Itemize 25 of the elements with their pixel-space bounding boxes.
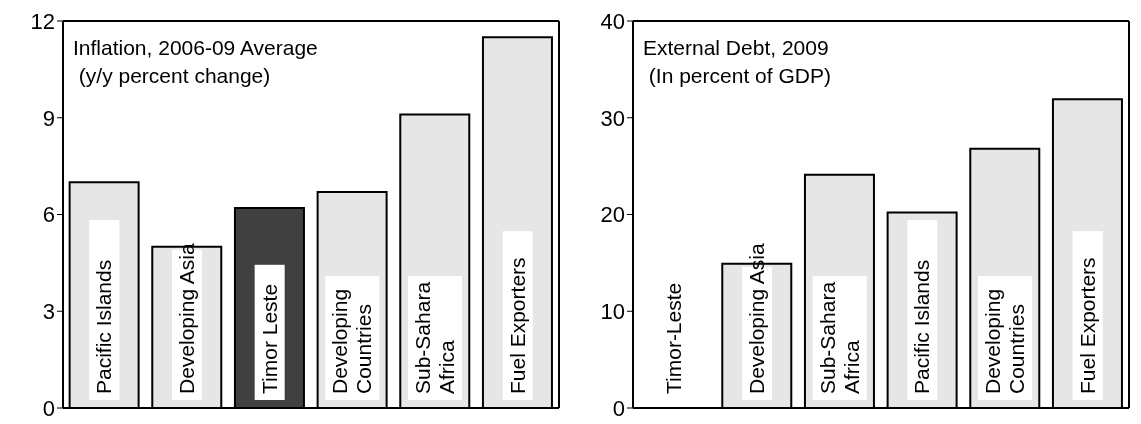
y-tick-label: 20 bbox=[600, 202, 625, 228]
x-tick-label: Developing Countries bbox=[981, 288, 1028, 394]
x-tick-label: Sub-Sahara Africa bbox=[815, 281, 863, 394]
y-tick-label: 30 bbox=[600, 105, 625, 131]
y-tick-label: 0 bbox=[42, 395, 55, 421]
y-tick-label: 10 bbox=[600, 299, 625, 325]
x-tick-label: Pacific Islands bbox=[910, 259, 934, 394]
x-tick-label: Pacific Islands bbox=[92, 259, 116, 394]
y-tick-label: 9 bbox=[42, 105, 55, 131]
x-tick-label: Timor Leste bbox=[257, 283, 281, 394]
x-tick-label: Timor-Leste bbox=[662, 282, 686, 394]
x-tick-label: Developing Countries bbox=[328, 288, 376, 394]
text: External Debt, 2009 bbox=[643, 35, 830, 61]
x-tick-label: Fuel Exporters bbox=[505, 257, 529, 394]
x-tick-label: Developing Asia bbox=[745, 243, 768, 394]
y-tick-label: 12 bbox=[30, 8, 55, 34]
text: (In percent of GDP) bbox=[647, 63, 831, 89]
y-tick-label: 6 bbox=[42, 202, 55, 228]
y-tick-label: 3 bbox=[42, 299, 55, 325]
text: (y/y percent change) bbox=[77, 63, 272, 89]
y-tick-label: 40 bbox=[600, 8, 625, 34]
y-tick-label: 0 bbox=[612, 395, 625, 421]
x-tick-label: Sub-Sahara Africa bbox=[411, 281, 458, 394]
x-tick-label: Fuel Exporters bbox=[1075, 257, 1099, 394]
text: Inflation, 2006-09 Average bbox=[73, 35, 318, 61]
